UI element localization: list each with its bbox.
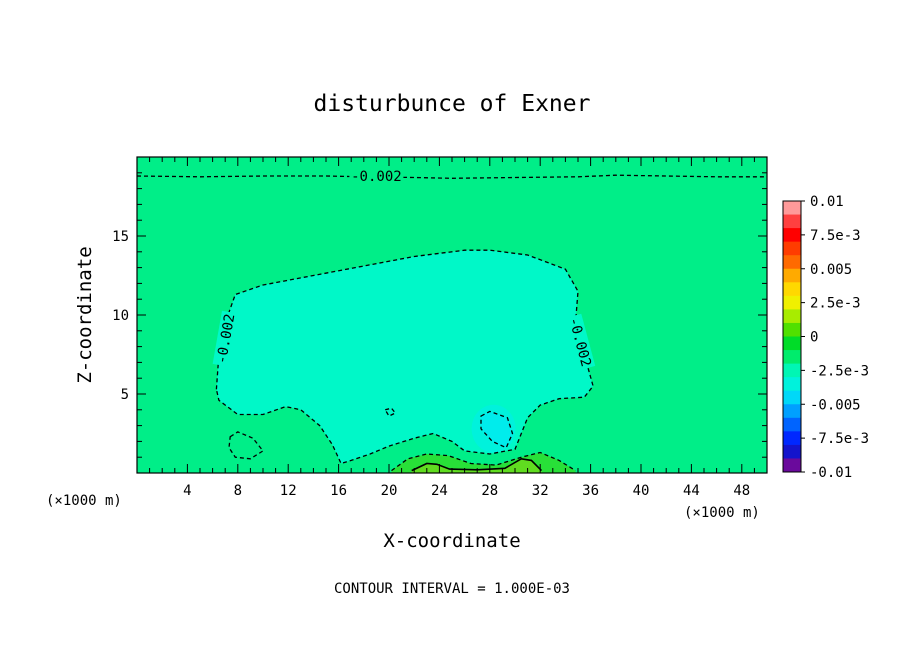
colorbar-swatch — [783, 201, 801, 216]
contour-label-0: -0.002 — [351, 169, 402, 185]
colorbar-swatch — [783, 282, 801, 297]
y-tick-label: 15 — [112, 229, 129, 245]
contour-interval-note: CONTOUR INTERVAL = 1.000E-03 — [334, 581, 570, 597]
contour-label-bg-0 — [349, 167, 404, 184]
colorbar-label: 0.005 — [810, 262, 852, 278]
x-tick-label: 44 — [683, 483, 700, 499]
colorbar-swatch — [783, 309, 801, 324]
plot-area — [137, 157, 767, 473]
colorbar-swatch — [783, 228, 801, 243]
x-tick-label: 4 — [183, 483, 191, 499]
x-tick-label: 36 — [582, 483, 599, 499]
x-tick-label: 20 — [381, 483, 398, 499]
colorbar-swatch — [783, 458, 801, 473]
colorbar-label: 2.5e-3 — [810, 296, 861, 312]
colorbar-swatch — [783, 350, 801, 365]
y-tick-label: 10 — [112, 308, 129, 324]
x-tick-label: 32 — [532, 483, 549, 499]
contour-line-5 — [391, 451, 576, 472]
colorbar-label: -2.5e-3 — [810, 363, 869, 379]
x-tick-label: 48 — [733, 483, 750, 499]
x-tick-label: 40 — [633, 483, 650, 499]
contour-line-2 — [228, 431, 264, 460]
contour-label-bg-1 — [212, 310, 238, 367]
contour-line-3 — [384, 407, 397, 417]
y-tick-label: 5 — [121, 387, 129, 403]
colorbar-label: 0.01 — [810, 194, 844, 210]
colorbar-swatch — [783, 417, 801, 432]
colorbar-swatch — [783, 363, 801, 378]
x-tick-label: 24 — [431, 483, 448, 499]
field-strong-positive-region — [411, 458, 542, 473]
colorbar: 0.01 7.5e-3 0.005 2.5e-3 0 -2.5e-3 -0.005 -7.5e… — [782, 194, 869, 481]
y-axis-label: Z-coordinate — [74, 246, 96, 383]
colorbar-label: 7.5e-3 — [810, 228, 861, 244]
contour-line-1 — [215, 249, 594, 465]
colorbar-swatch — [783, 431, 801, 446]
x-tick-label: 16 — [330, 483, 347, 499]
colorbar-label: 0 — [810, 330, 818, 346]
field-deep-anomaly-halo — [471, 404, 516, 453]
colorbar-swatch — [783, 241, 801, 256]
x-axis-label: X-coordinate — [383, 530, 520, 552]
colorbar-swatch — [783, 268, 801, 283]
colorbar-label: -7.5e-3 — [810, 431, 869, 447]
colorbar-swatch — [783, 390, 801, 405]
contour-line-0 — [136, 174, 767, 179]
colorbar-swatch — [783, 444, 801, 459]
colorbar-swatch — [783, 255, 801, 270]
colorbar-swatch — [783, 404, 801, 419]
colorbar-swatch — [783, 322, 801, 337]
chart-title: disturbunce of Exner — [314, 91, 591, 117]
colorbar-swatch — [783, 214, 801, 229]
colorbar-swatch — [783, 295, 801, 310]
colorbar-swatch — [783, 336, 801, 351]
colorbar-label: -0.01 — [810, 465, 852, 481]
x-tick-label: 28 — [481, 483, 498, 499]
x-unit-label-left: (×1000 m) — [46, 493, 122, 509]
x-tick-label: 8 — [234, 483, 242, 499]
colorbar-swatch — [783, 377, 801, 392]
colorbar-label: -0.005 — [810, 397, 861, 413]
contour-label-bg-2 — [565, 313, 596, 371]
x-tick-label: 12 — [280, 483, 297, 499]
x-unit-label-right: (×1000 m) — [684, 505, 760, 521]
